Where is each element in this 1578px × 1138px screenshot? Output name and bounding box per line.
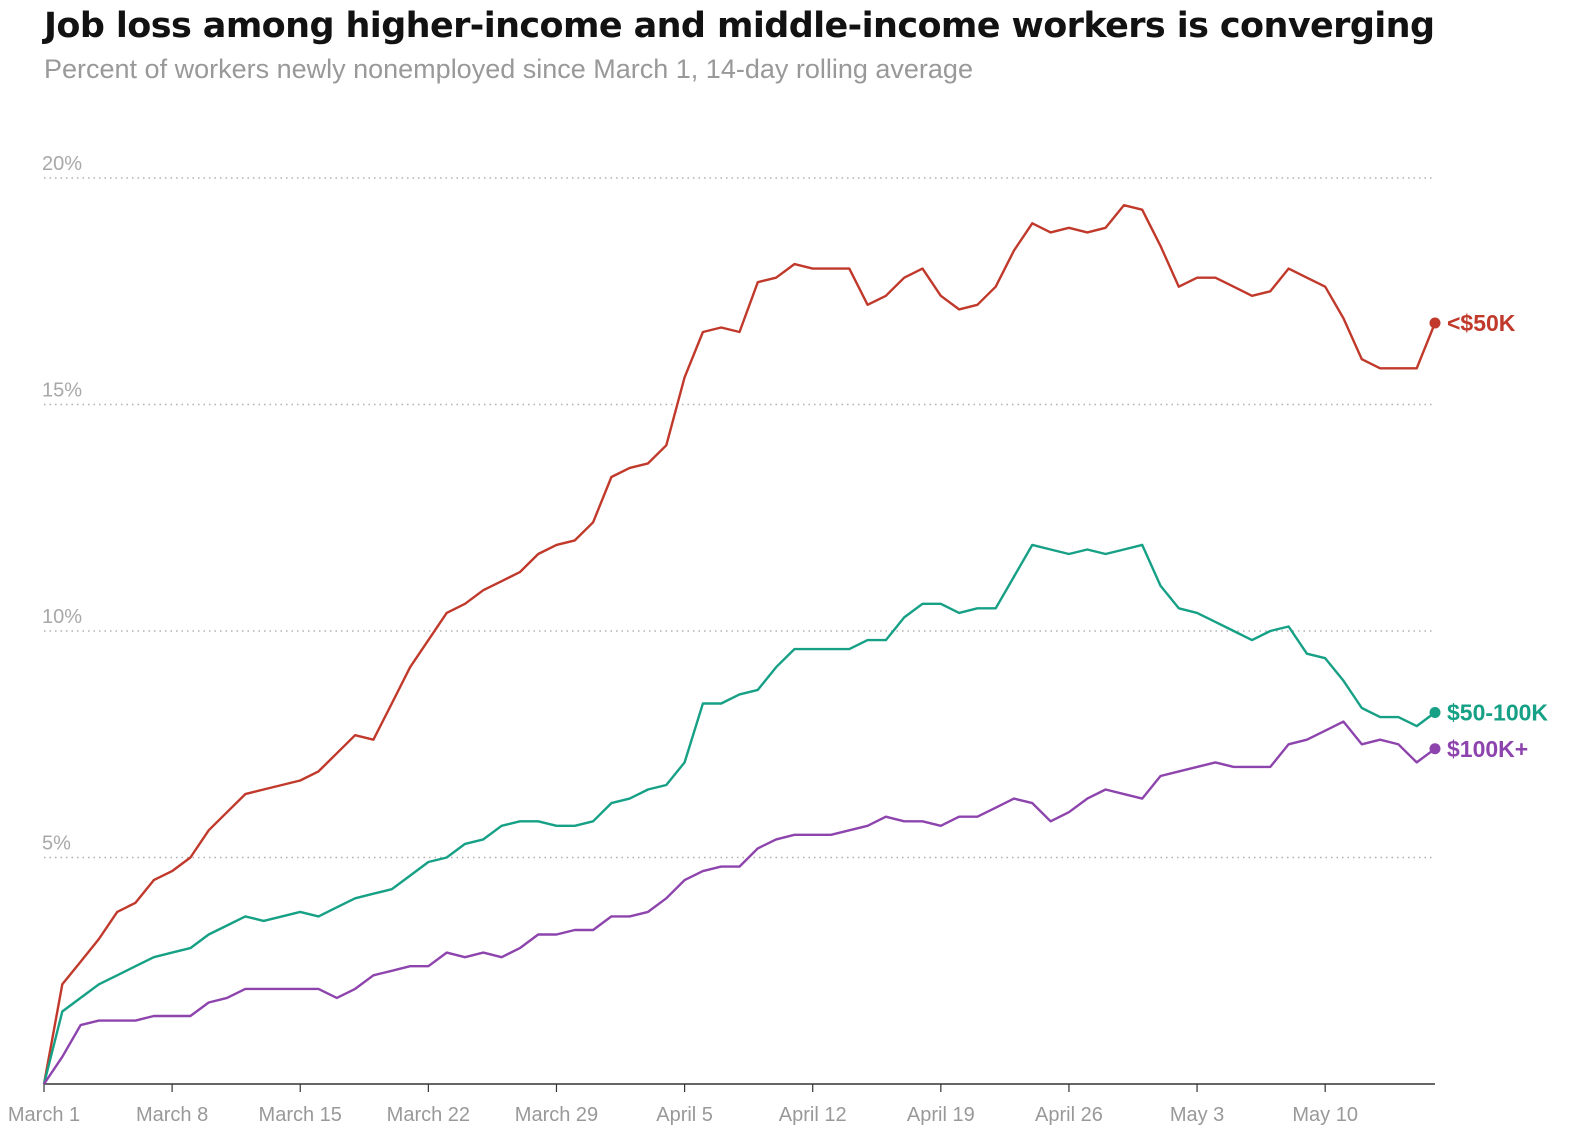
- x-tick-label: March 8: [136, 1104, 208, 1126]
- series-line-50k: [42, 204, 1437, 1085]
- y-tick-label: 10%: [42, 606, 82, 628]
- x-tick-label: March 29: [515, 1104, 598, 1126]
- x-tick-label: April 26: [1035, 1104, 1103, 1126]
- series-label-100k: $100K+: [1447, 736, 1528, 762]
- x-tick-label: March 1: [8, 1104, 80, 1126]
- y-tick-label: 20%: [42, 153, 82, 175]
- x-axis: March 1 March 8 March 15 March 22 March 29 Ap…: [8, 1083, 1435, 1126]
- x-tick-label: April 5: [656, 1104, 713, 1126]
- x-tick-label: March 15: [259, 1104, 342, 1126]
- x-tick-label: April 19: [907, 1104, 975, 1126]
- x-tick-label: May 10: [1292, 1104, 1358, 1126]
- chart-title: Job loss among higher-income and middle-…: [44, 6, 1435, 46]
- series-lines: [42, 204, 1437, 1085]
- series-line-50-100k: [42, 543, 1436, 1085]
- series-labels: <$50K $50-100K $100K+: [1429, 310, 1548, 762]
- y-tick-label: 5%: [42, 833, 71, 855]
- gridlines: 5% 10% 15% 20%: [42, 153, 1432, 859]
- x-tick-label: April 12: [779, 1104, 847, 1126]
- chart-subtitle: Percent of workers newly nonemployed sin…: [44, 54, 973, 84]
- series-endpoint-50k: [1429, 317, 1441, 329]
- series-endpoint-100k: [1429, 743, 1441, 755]
- series-line-100k: [43, 720, 1436, 1085]
- x-tick-label: May 3: [1170, 1104, 1224, 1126]
- x-tick-label: March 22: [387, 1104, 470, 1126]
- series-label-50-100k: $50-100K: [1447, 700, 1548, 726]
- y-tick-label: 15%: [42, 380, 82, 402]
- series-endpoint-50-100k: [1429, 707, 1441, 719]
- series-label-50k: <$50K: [1447, 310, 1516, 336]
